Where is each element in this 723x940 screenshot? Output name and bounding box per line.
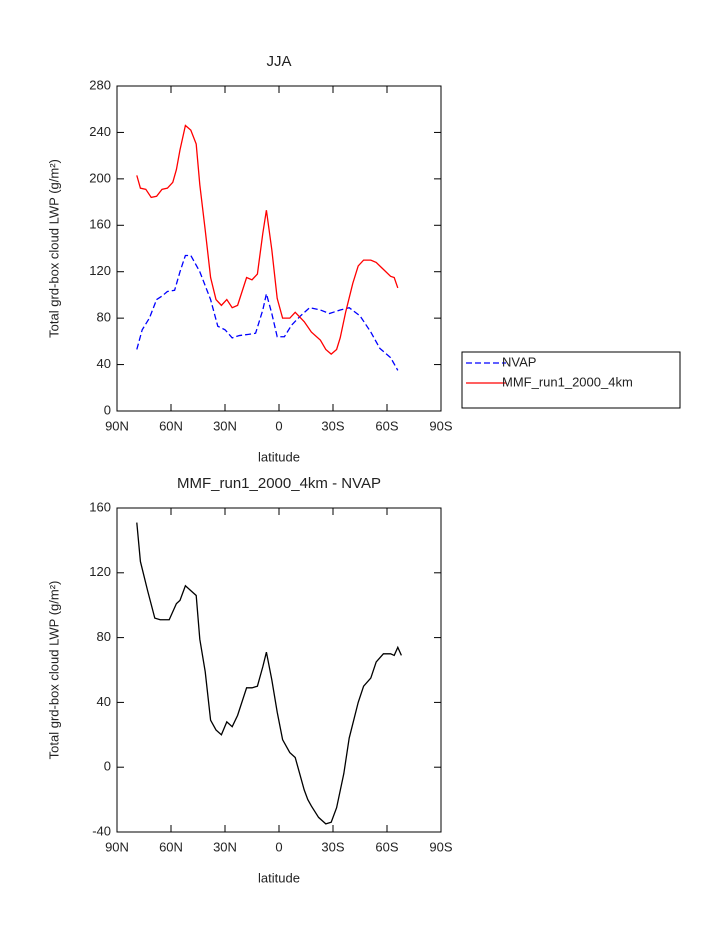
legend-box [461,351,681,409]
x-tick-label: 0 [275,839,282,854]
x-tick-label: 90S [429,418,452,433]
plot-frame [116,507,442,833]
x-tick-label: 90N [105,839,129,854]
x-tick-label: 30S [321,839,344,854]
legend-label: MMF_run1_2000_4km [502,374,633,389]
x-tick-label: 60N [159,839,183,854]
x-tick-label: 60N [159,418,183,433]
data-line [136,124,399,355]
data-line [136,522,402,825]
x-tick-label: 60S [375,839,398,854]
x-tick-label: 30N [213,839,237,854]
y-tick-label: 0 [104,759,111,774]
y-tick-label: 80 [97,629,111,644]
y-tick-label: 40 [97,694,111,709]
chart-title: JJA [266,53,291,70]
x-axis-label: latitude [258,870,300,885]
y-tick-label: -40 [92,823,111,838]
y-tick-label: 40 [97,356,111,371]
y-tick-label: 80 [97,310,111,325]
y-tick-label: 120 [89,263,111,278]
x-tick-label: 0 [275,418,282,433]
plot-frame [116,85,442,412]
legend-label: NVAP [502,354,536,369]
x-tick-label: 30S [321,418,344,433]
x-tick-label: 90S [429,839,452,854]
x-tick-label: 30N [213,418,237,433]
x-tick-label: 60S [375,418,398,433]
y-axis-label: Total grd-box cloud LWP (g/m²) [46,159,61,338]
y-tick-label: 0 [104,402,111,417]
y-tick-label: 240 [89,124,111,139]
x-axis-label: latitude [258,449,300,464]
y-tick-label: 160 [89,499,111,514]
chart-title: MMF_run1_2000_4km - NVAP [177,475,381,492]
y-tick-label: 160 [89,217,111,232]
data-line [136,254,399,371]
y-tick-label: 280 [89,77,111,92]
y-axis-label: Total grd-box cloud LWP (g/m²) [46,581,61,760]
y-tick-label: 200 [89,170,111,185]
y-tick-label: 120 [89,564,111,579]
x-tick-label: 90N [105,418,129,433]
